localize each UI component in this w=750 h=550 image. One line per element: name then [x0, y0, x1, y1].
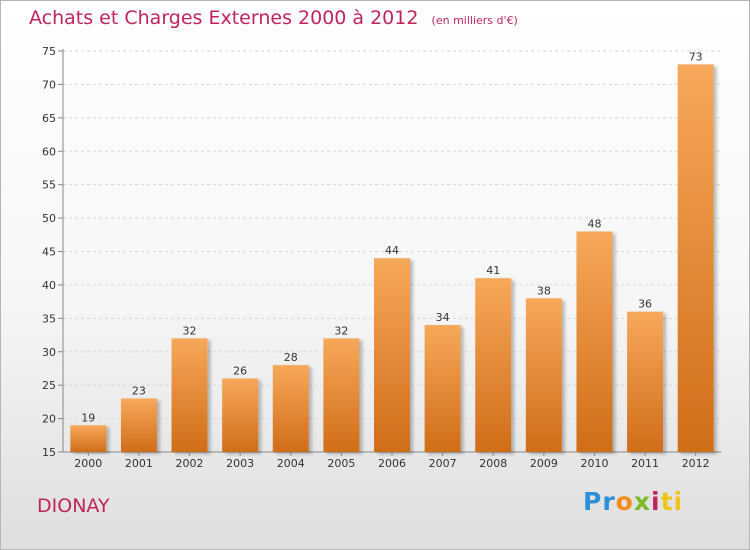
bar-2000 — [70, 425, 107, 452]
y-tick-label-20: 20 — [42, 413, 56, 426]
x-tick-label-2006: 2006 — [378, 457, 406, 470]
x-tick-label-2012: 2012 — [682, 457, 710, 470]
logo-part-2: o — [615, 487, 634, 516]
x-tick-label-2011: 2011 — [631, 457, 659, 470]
y-tick-label-50: 50 — [42, 212, 56, 225]
bar-2011 — [627, 311, 664, 452]
place-name: DIONAY — [37, 495, 110, 517]
x-tick-label-2008: 2008 — [479, 457, 507, 470]
x-tick-label-2003: 2003 — [226, 457, 254, 470]
x-tick-label-2002: 2002 — [176, 457, 204, 470]
x-tick-label-2007: 2007 — [429, 457, 457, 470]
x-tick-label-2001: 2001 — [125, 457, 153, 470]
y-tick-label-45: 45 — [42, 246, 56, 259]
y-tick-label-75: 75 — [42, 45, 56, 58]
bar-2006 — [374, 258, 410, 452]
data-label-2012: 73 — [689, 50, 703, 63]
y-tick-label-15: 15 — [42, 446, 56, 459]
x-tick-label-2009: 2009 — [530, 457, 558, 470]
logo-part-3: x — [633, 487, 651, 516]
data-label-2006: 44 — [385, 244, 399, 257]
data-label-2007: 34 — [436, 311, 450, 324]
proxiti-logo: Proxiti — [583, 487, 683, 516]
chart-title: Achats et Charges Externes 2000 à 2012 — [29, 7, 419, 29]
logo-part-1: Pr — [583, 487, 616, 516]
x-tick-label-2005: 2005 — [327, 457, 355, 470]
y-tick-label-65: 65 — [42, 112, 56, 125]
logo-part-4: i — [650, 487, 661, 516]
y-tick-label-30: 30 — [42, 346, 56, 359]
y-tick-label-35: 35 — [42, 312, 56, 325]
chart-subtitle: (en milliers d'€) — [431, 14, 518, 27]
data-label-2002: 32 — [183, 324, 197, 337]
y-tick-label-25: 25 — [42, 379, 56, 392]
x-tick-label-2010: 2010 — [580, 457, 608, 470]
y-tick-label-40: 40 — [42, 279, 56, 292]
y-tick-label-60: 60 — [42, 145, 56, 158]
x-tick-label-2000: 2000 — [74, 457, 102, 470]
data-label-2001: 23 — [132, 385, 146, 398]
data-label-2008: 41 — [486, 264, 500, 277]
bar-2003 — [222, 378, 259, 452]
bar-2001 — [120, 398, 157, 452]
y-tick-label-55: 55 — [42, 179, 56, 192]
data-label-2004: 28 — [284, 351, 298, 364]
bar-2008 — [475, 278, 512, 452]
data-label-2010: 48 — [587, 217, 601, 230]
bar-2009 — [525, 298, 562, 452]
bar-2002 — [171, 338, 208, 452]
bar-2010 — [576, 231, 613, 452]
logo-part-5: ti — [660, 487, 684, 516]
y-tick-label-70: 70 — [42, 78, 56, 91]
chart-title-row: Achats et Charges Externes 2000 à 2012 (… — [29, 7, 518, 29]
x-tick-label-2004: 2004 — [277, 457, 305, 470]
data-label-2000: 19 — [81, 411, 95, 424]
bar-2007 — [424, 325, 461, 452]
data-label-2011: 36 — [638, 298, 652, 311]
data-label-2009: 38 — [537, 284, 551, 297]
bar-2004 — [272, 365, 309, 452]
data-label-2005: 32 — [334, 324, 348, 337]
bar-2005 — [323, 338, 360, 452]
data-label-2003: 26 — [233, 364, 247, 377]
bar-2012 — [677, 64, 714, 452]
